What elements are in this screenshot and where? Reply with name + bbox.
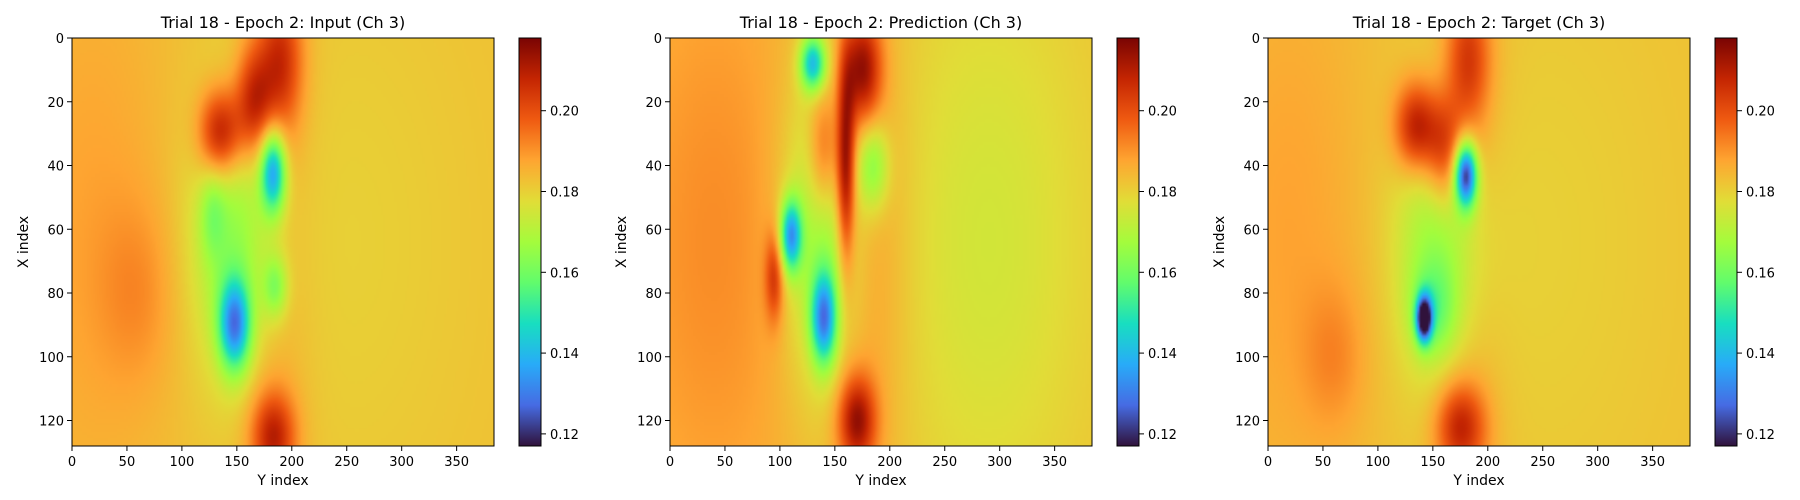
x-tick-label: 0: [666, 455, 674, 470]
y-tick-label: 0: [654, 32, 662, 47]
colorbar-gradient: [518, 37, 542, 447]
colorbar: 0.12 0.14 0.16 0.18 0.20: [518, 37, 579, 447]
panel-input: Trial 18 - Epoch 2: Input (Ch 3) 0 50 100 1…: [16, 13, 495, 489]
colorbar-tick-label: 0.18: [1148, 186, 1177, 201]
y-tick-label: 80: [1243, 287, 1260, 302]
y-tick-label: 120: [1235, 415, 1260, 430]
x-tick-label: 300: [389, 455, 414, 470]
colorbar-tick-label: 0.20: [550, 105, 579, 120]
x-tick-label: 100: [169, 455, 194, 470]
x-tick-label: 150: [224, 455, 249, 470]
heatmap-image: [1268, 38, 1690, 446]
colorbar-tick-label: 0.14: [1148, 347, 1177, 362]
colorbar-tick-label: 0.12: [1148, 428, 1177, 443]
y-tick-label: 120: [637, 415, 662, 430]
colorbar-tick-label: 0.16: [550, 266, 579, 281]
x-tick-label: 0: [68, 455, 76, 470]
x-tick-label: 200: [279, 455, 304, 470]
x-tick-label: 300: [987, 455, 1012, 470]
colorbar-tick-label: 0.18: [550, 186, 579, 201]
colorbar: 0.12 0.14 0.16 0.18 0.20: [1714, 37, 1775, 447]
y-axis-label: X index: [614, 216, 630, 268]
y-tick-label: 0: [1252, 32, 1260, 47]
y-tick-label: 40: [645, 160, 662, 175]
y-tick-label: 20: [1243, 96, 1260, 111]
y-tick-label: 40: [47, 160, 64, 175]
panel-title: Trial 18 - Epoch 2: Prediction (Ch 3): [739, 13, 1022, 32]
y-tick-label: 0: [56, 32, 64, 47]
x-axis: 0 50 100 150 200 250 300 350: [68, 446, 469, 470]
plot-frame: [1267, 37, 1691, 447]
x-tick-label: 350: [444, 455, 469, 470]
y-axis: 0 20 40 60 80 100 120: [1235, 32, 1268, 430]
x-tick-label: 200: [877, 455, 902, 470]
y-tick-label: 40: [1243, 160, 1260, 175]
y-tick-label: 60: [1243, 223, 1260, 238]
colorbar-tick-label: 0.20: [1746, 105, 1775, 120]
y-tick-label: 100: [39, 351, 64, 366]
y-tick-label: 20: [645, 96, 662, 111]
x-tick-label: 0: [1264, 455, 1272, 470]
y-tick-label: 100: [637, 351, 662, 366]
x-tick-label: 350: [1640, 455, 1665, 470]
y-axis-label: X index: [16, 216, 32, 268]
x-tick-label: 150: [822, 455, 847, 470]
colorbar-tick-label: 0.14: [1746, 347, 1775, 362]
colorbar-tick-label: 0.12: [1746, 428, 1775, 443]
y-axis-label: X index: [1212, 216, 1228, 268]
x-tick-label: 300: [1585, 455, 1610, 470]
panel-title: Trial 18 - Epoch 2: Input (Ch 3): [160, 13, 405, 32]
x-axis-label: Y index: [256, 473, 308, 489]
colorbar-tick-label: 0.20: [1148, 105, 1177, 120]
x-tick-label: 100: [1365, 455, 1390, 470]
colorbar-tick-label: 0.14: [550, 347, 579, 362]
panel-target: Trial 18 - Epoch 2: Target (Ch 3) 0 50 100…: [1212, 13, 1691, 489]
colorbar-tick-label: 0.16: [1148, 266, 1177, 281]
colorbar-tick-label: 0.18: [1746, 186, 1775, 201]
x-tick-label: 250: [932, 455, 957, 470]
x-axis: 0 50 100 150 200 250 300 350: [1264, 446, 1665, 470]
x-tick-label: 100: [767, 455, 792, 470]
colorbar: 0.12 0.14 0.16 0.18 0.20: [1116, 37, 1177, 447]
x-tick-label: 150: [1420, 455, 1445, 470]
colorbar-tick-label: 0.12: [550, 428, 579, 443]
y-axis: 0 20 40 60 80 100 120: [637, 32, 670, 430]
colorbar-gradient: [1714, 37, 1738, 447]
colorbar-gradient: [1116, 37, 1140, 447]
x-tick-label: 50: [717, 455, 734, 470]
heatmap-image: [72, 38, 494, 446]
colorbar-tick-label: 0.16: [1746, 266, 1775, 281]
x-axis: 0 50 100 150 200 250 300 350: [666, 446, 1067, 470]
panel-prediction: Trial 18 - Epoch 2: Prediction (Ch 3) 0 5…: [614, 13, 1093, 489]
y-tick-label: 100: [1235, 351, 1260, 366]
x-tick-label: 250: [1530, 455, 1555, 470]
plot-frame: [71, 37, 495, 447]
x-axis-label: Y index: [854, 473, 906, 489]
x-tick-label: 50: [1315, 455, 1332, 470]
panel-title: Trial 18 - Epoch 2: Target (Ch 3): [1352, 13, 1605, 32]
x-axis-label: Y index: [1452, 473, 1504, 489]
x-tick-label: 200: [1475, 455, 1500, 470]
plot-frame: [669, 37, 1093, 447]
y-tick-label: 120: [39, 415, 64, 430]
y-tick-label: 80: [645, 287, 662, 302]
x-tick-label: 350: [1042, 455, 1067, 470]
y-tick-label: 60: [645, 223, 662, 238]
y-tick-label: 20: [47, 96, 64, 111]
x-tick-label: 50: [119, 455, 136, 470]
x-tick-label: 250: [334, 455, 359, 470]
heatmap-image: [670, 38, 1092, 446]
y-axis: 0 20 40 60 80 100 120: [39, 32, 72, 430]
y-tick-label: 60: [47, 223, 64, 238]
y-tick-label: 80: [47, 287, 64, 302]
